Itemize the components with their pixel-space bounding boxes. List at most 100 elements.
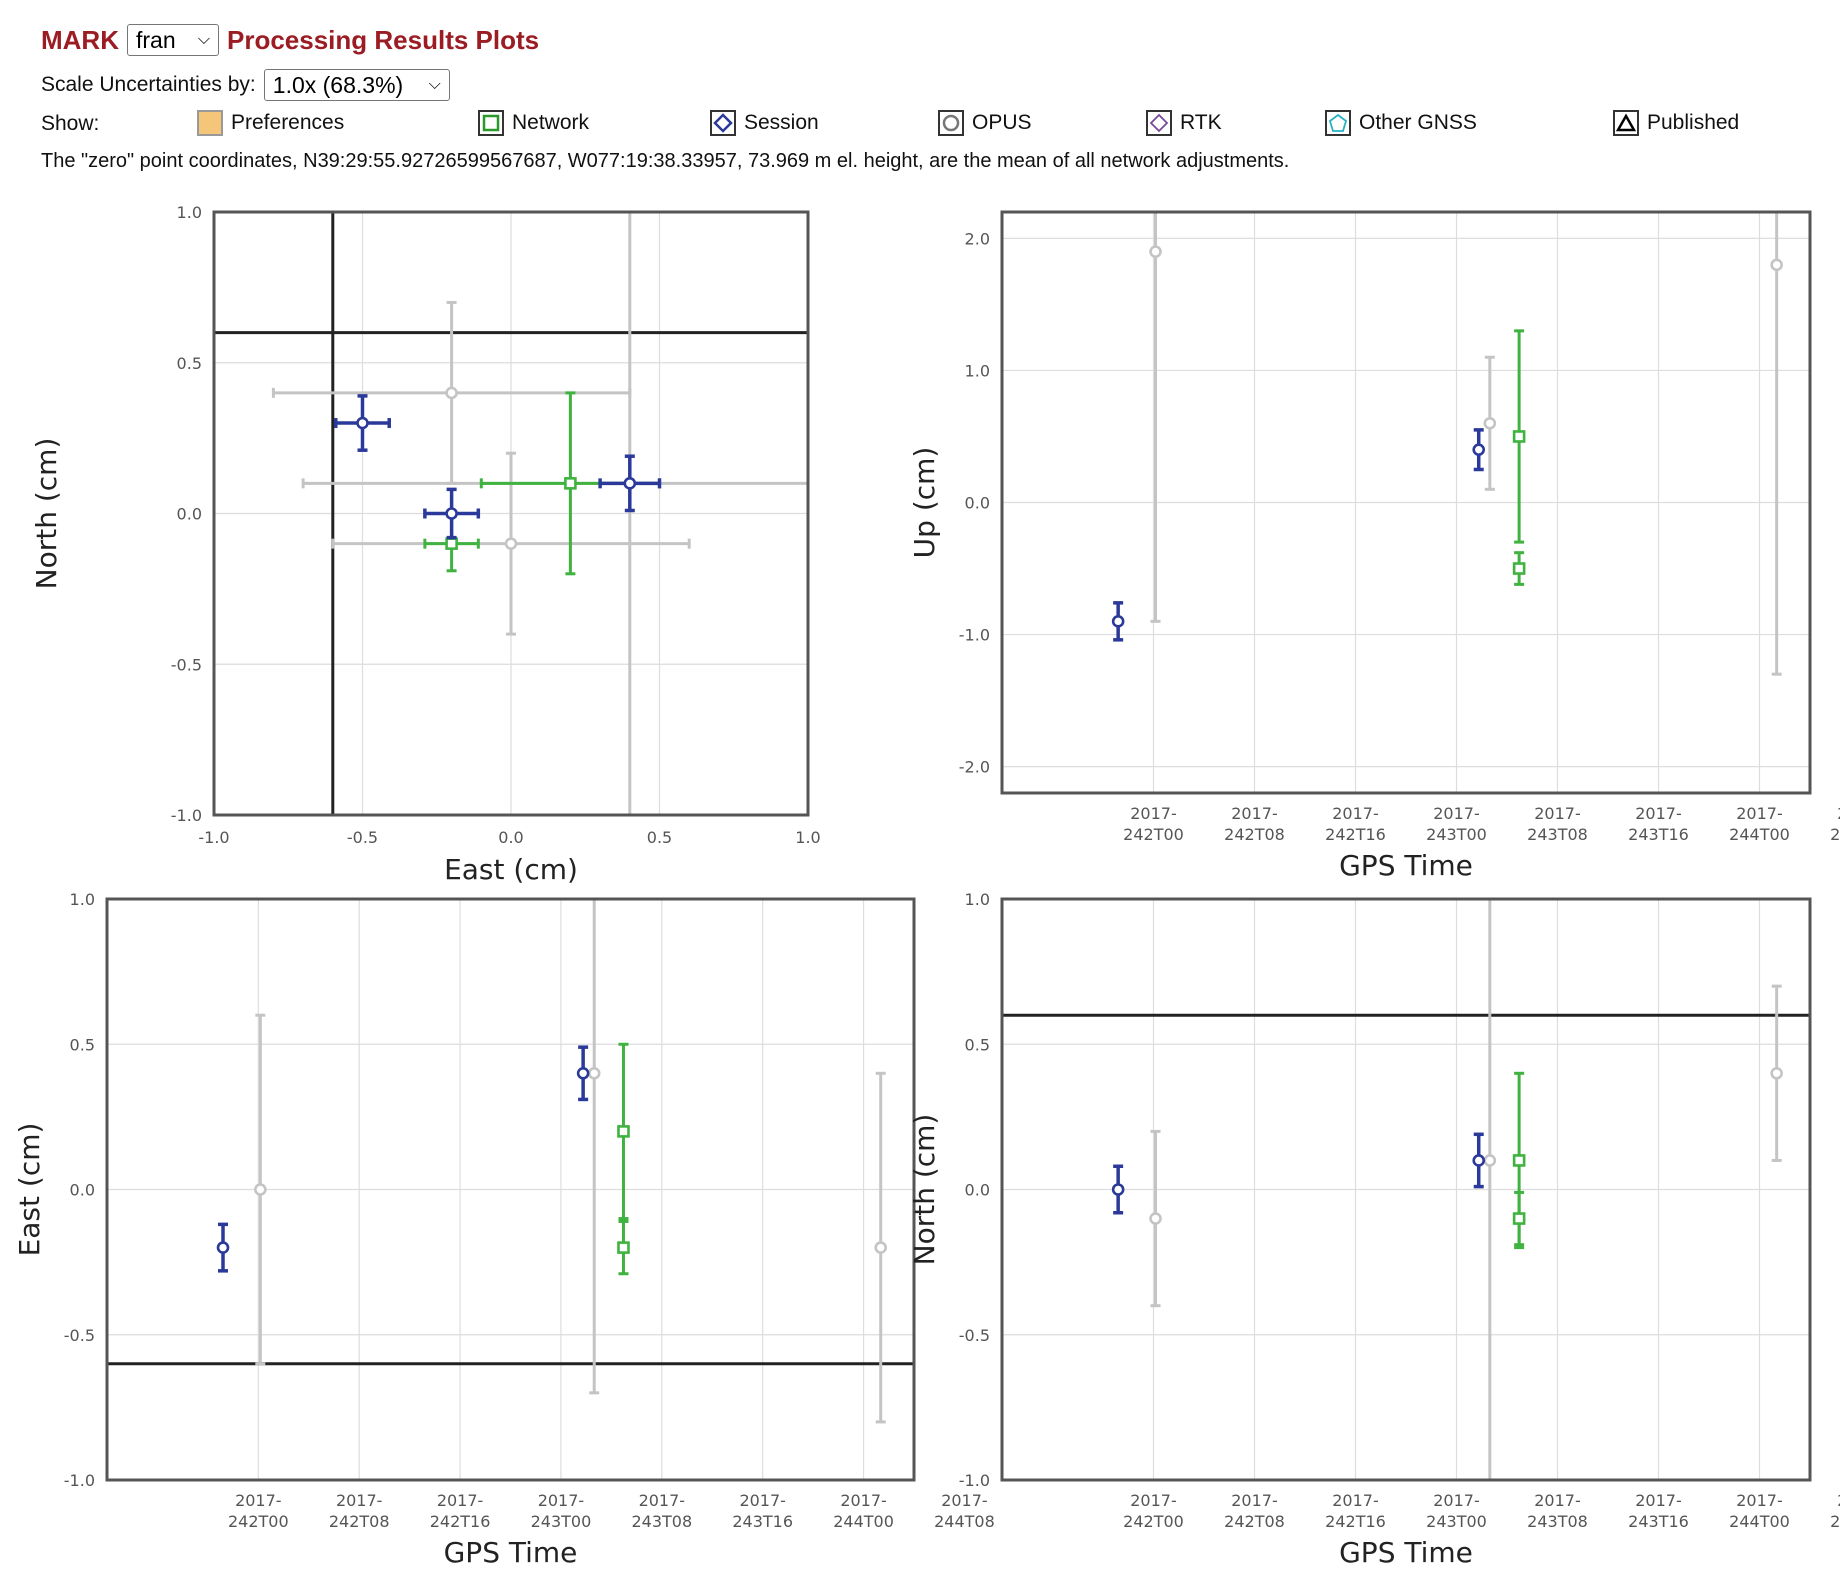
chevron-down-icon: ⌵ (428, 76, 441, 93)
network-point (1512, 562, 1526, 575)
network-point (445, 537, 458, 550)
x-tick-label: 1.0 (795, 828, 820, 847)
opus-point (1483, 416, 1497, 430)
scale-label: Scale Uncertainties by: (41, 73, 256, 96)
data-layer (107, 899, 954, 1424)
session-point (1472, 1154, 1486, 1167)
x-tick-label: 2017-244T00 (1729, 804, 1790, 844)
x-tick-label: 2017-243T16 (1628, 804, 1689, 844)
diamond-icon (710, 110, 736, 136)
legend-label: Session (744, 111, 819, 134)
y-tick-label: -1.0 (959, 1471, 990, 1490)
session-point (1111, 1183, 1125, 1196)
x-tick-label: 2017-242T08 (1224, 804, 1285, 844)
data-layer (1002, 899, 1810, 1480)
plot-frame (212, 210, 810, 817)
y-axis-title: North (cm) (908, 1114, 941, 1266)
chart-east-time: -1.0 -0.5 0.0 0.5 1.0 2017-242T00 2017-242T08 2… (13, 890, 995, 1569)
x-tick-label: 2017-243T00 (1426, 804, 1487, 844)
scale-select[interactable]: 1.0x (68.3%) ⌵ (263, 69, 450, 101)
opus-point (254, 1183, 267, 1196)
y-tick-label: 0.5 (70, 1035, 95, 1054)
x-tick-label: 2017-242T16 (1325, 1491, 1386, 1531)
network-point (1512, 430, 1526, 443)
legend-label: Other GNSS (1359, 111, 1477, 134)
chart-north-time: -1.0 -0.5 0.0 0.5 1.0 2017-242T00 2017-242T08 2… (908, 890, 1840, 1569)
diamond-icon (1146, 110, 1172, 136)
legend-label: Published (1647, 111, 1740, 134)
y-tick-label: 0.5 (965, 1035, 990, 1054)
circle-icon (938, 110, 964, 136)
opus-point (445, 386, 458, 400)
page-title: Processing Results Plots (227, 24, 540, 55)
network-point (617, 1241, 630, 1254)
y-tick-label: 0.0 (965, 1181, 990, 1200)
x-tick-label: 2017-243T08 (631, 1491, 692, 1531)
legend-label: Network (512, 111, 590, 134)
y-tick-label: 1.0 (177, 203, 202, 222)
network-point (564, 477, 577, 490)
chevron-down-icon: ⌵ (197, 31, 210, 48)
opus-point (587, 1066, 601, 1080)
x-tick-label: 0.0 (498, 828, 523, 847)
mark-label: MARK (41, 24, 119, 55)
y-axis-title: East (cm) (13, 1123, 46, 1257)
triangle-icon (1613, 110, 1639, 136)
y-axis-title: Up (cm) (908, 447, 941, 559)
x-tick-label: 2017-244T08 (1830, 804, 1840, 844)
x-tick-label: 2017-242T08 (329, 1491, 390, 1531)
y-tick-label: 0.5 (177, 354, 202, 373)
show-label: Show: (41, 112, 100, 135)
x-tick-label: 2017-243T16 (732, 1491, 793, 1531)
legend-label: OPUS (972, 111, 1032, 134)
session-point (623, 477, 637, 490)
opus-point (504, 537, 518, 550)
legend-item-preferences[interactable]: Preferences (197, 110, 344, 136)
x-tick-label: 2017-243T00 (1426, 1491, 1487, 1531)
y-tick-label: -2.0 (959, 758, 990, 777)
y-tick-label: 1.0 (70, 890, 95, 909)
y-axis-title: North (cm) (30, 438, 63, 590)
legend-item-other-gnss[interactable]: Other GNSS (1325, 110, 1477, 136)
x-tick-label: 2017-242T00 (1123, 804, 1184, 844)
legend-item-network[interactable]: Network (478, 110, 589, 136)
opus-point (1149, 245, 1162, 258)
x-tick-label: 2017-243T08 (1527, 1491, 1588, 1531)
data-layer (214, 212, 808, 815)
network-point (1512, 1212, 1526, 1225)
x-tick-label: 0.5 (647, 828, 672, 847)
session-point (944, 1330, 954, 1340)
zero-point-text: The "zero" point coordinates, N39:29:55.… (41, 150, 1290, 172)
legend-item-rtk[interactable]: RTK (1146, 110, 1222, 136)
x-tick-label: 2017-242T00 (228, 1491, 289, 1531)
chart-east-north: -1.0 -0.5 0.0 0.5 1.0 -1.0 -0.5 0.0 0.5 1.0 East (… (30, 203, 821, 886)
session-point (356, 416, 369, 430)
x-tick-label: 2017-244T00 (1729, 1491, 1790, 1531)
x-tick-label: 2017-242T16 (430, 1491, 491, 1531)
plot-frame (1000, 897, 1812, 1482)
title-row: MARK fran ⌵ Processing Results Plots (41, 20, 539, 60)
x-tick-label: 2017-242T00 (1123, 1491, 1184, 1531)
legend-item-published[interactable]: Published (1613, 110, 1739, 136)
square-icon (478, 110, 504, 136)
x-tick-label: 2017-242T08 (1224, 1491, 1285, 1531)
legend-label: Preferences (231, 111, 345, 134)
header: MARK fran ⌵ Processing Results Plots Sca… (0, 0, 1840, 190)
plots-area: -1.0 -0.5 0.0 0.5 1.0 -1.0 -0.5 0.0 0.5 1.0 East (… (13, 203, 1840, 1569)
mark-select-value: fran (136, 26, 176, 53)
legend-item-opus[interactable]: OPUS (938, 110, 1032, 136)
mark-select[interactable]: fran ⌵ (127, 24, 219, 56)
y-tick-label: -1.0 (171, 806, 202, 825)
x-tick-label: -0.5 (347, 828, 378, 847)
pentagon-icon (1325, 110, 1351, 136)
y-tick-label: 0.0 (965, 494, 990, 513)
scale-row: Scale Uncertainties by: 1.0x (68.3%) ⌵ (41, 68, 450, 102)
filled-square-icon (197, 110, 223, 136)
network-point (617, 1125, 630, 1138)
x-axis-title: GPS Time (1339, 1536, 1473, 1569)
x-axis-title: GPS Time (1339, 849, 1473, 882)
y-tick-label: -0.5 (64, 1326, 95, 1345)
legend-item-session[interactable]: Session (710, 110, 819, 136)
chart-up-time: -2.0 -1.0 0.0 1.0 2.0 2017-242T00 2017-242T08 2… (908, 210, 1840, 882)
opus-point (874, 1241, 888, 1254)
